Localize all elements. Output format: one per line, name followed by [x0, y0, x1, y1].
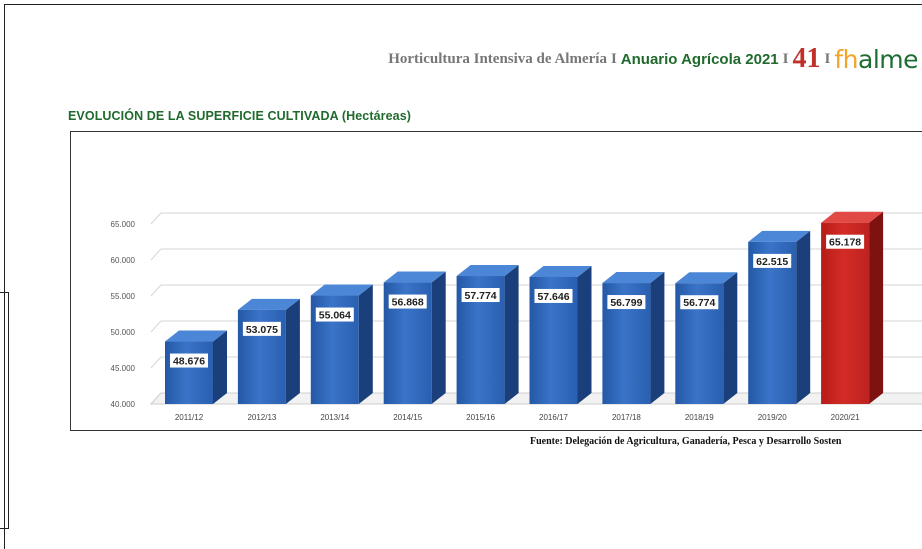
data-label: 56.799 [610, 297, 642, 309]
data-label: 57.646 [537, 291, 569, 303]
bar-top [165, 330, 227, 342]
bar-side [869, 211, 884, 404]
data-label-box [170, 353, 208, 368]
yearbook-title: Anuario Agrícola 2021 [620, 50, 779, 68]
bar: 56.774 [675, 272, 738, 404]
source-note: Fuente: Delegación de Agricultura, Ganad… [530, 436, 842, 447]
x-tick-label: 2017/18 [612, 413, 641, 422]
bar-front [748, 241, 797, 404]
x-tick-label: 2016/17 [539, 413, 568, 422]
data-label-box [242, 321, 281, 336]
bar: 53.075 [237, 298, 300, 404]
bar-side [213, 330, 227, 404]
data-label: 57.774 [465, 290, 497, 302]
y-tick-label: 45.000 [111, 364, 136, 373]
bar-top [529, 265, 592, 277]
bar-side [358, 284, 373, 404]
page-number: 41 [792, 43, 821, 74]
x-tick-label: 2018/19 [685, 413, 714, 422]
data-label-box [680, 295, 719, 310]
bar: 48.676 [165, 330, 227, 404]
page-frame-left [4, 4, 5, 549]
data-label-box [826, 234, 865, 249]
header-separator: I [782, 50, 789, 67]
chart-title: EVOLUCIÓN DE LA SUPERFICIE CULTIVADA (He… [68, 109, 412, 123]
bar-front [821, 222, 870, 404]
x-tick-label: 2011/12 [175, 413, 204, 422]
bar-top [748, 230, 811, 242]
data-label: 48.676 [173, 356, 205, 368]
bar: 56.799 [602, 272, 665, 404]
bar-side [723, 272, 738, 404]
bar: 57.774 [456, 265, 519, 404]
bar-top [310, 284, 373, 296]
page-header: Horticultura Intensiva de Almería I Anua… [388, 44, 918, 74]
data-label-box [388, 294, 427, 309]
x-tick-label: 2012/13 [247, 413, 276, 422]
bar-side [504, 265, 519, 404]
data-label-box [753, 253, 792, 268]
publication-name: Horticultura Intensiva de Almería [388, 50, 607, 67]
margin-box [0, 292, 9, 529]
bar-side [285, 298, 300, 404]
data-label: 56.774 [683, 297, 715, 309]
bar-top [821, 211, 884, 223]
header-separator: I [824, 50, 831, 67]
page-frame-top [4, 4, 922, 5]
gridline-diagonal [150, 284, 162, 297]
chart-container: 40.000 45.000 50.000 55.000 60.000 65.000 48.… [70, 131, 922, 431]
bar-front [165, 341, 213, 404]
bar-top [602, 272, 665, 284]
bar-top [237, 298, 300, 310]
x-tick-label: 2019/20 [758, 413, 787, 422]
x-tick-label: 2020/21 [831, 413, 860, 422]
x-tick-label: 2014/15 [393, 413, 422, 422]
bar-side [577, 265, 592, 404]
data-label-box [461, 288, 500, 303]
bar: 62.515 [748, 230, 811, 404]
data-label: 55.064 [319, 310, 351, 322]
y-tick-label: 60.000 [111, 256, 136, 265]
gridline-diagonal [150, 212, 162, 225]
data-label: 65.178 [829, 237, 861, 249]
bar-chart: 40.000 45.000 50.000 55.000 60.000 65.000 48.… [111, 211, 922, 422]
y-tick-label: 55.000 [111, 292, 136, 301]
data-label: 53.075 [246, 324, 278, 336]
fhalme-logo: fhalme [834, 44, 918, 74]
data-label-box [315, 307, 354, 322]
bar: 65.178 [821, 211, 884, 404]
bar-side [431, 271, 446, 404]
data-label-box [534, 288, 573, 303]
header-separator: I [610, 50, 617, 67]
y-tick-label: 65.000 [111, 220, 136, 229]
gridline-diagonal [150, 320, 162, 333]
data-label: 62.515 [756, 256, 788, 268]
bar-side [650, 272, 665, 404]
bar-top [456, 265, 519, 277]
bar: 55.064 [310, 284, 373, 404]
bar-side [796, 230, 811, 404]
data-label-box [607, 295, 646, 310]
y-tick-label: 50.000 [111, 328, 136, 337]
bar: 56.868 [383, 271, 446, 404]
bar: 57.646 [529, 265, 592, 404]
bar-top [675, 272, 738, 284]
bar-top [383, 271, 446, 283]
gridline-diagonal [150, 248, 162, 261]
y-tick-label: 40.000 [111, 400, 136, 409]
x-tick-label: 2013/14 [320, 413, 349, 422]
x-tick-label: 2015/16 [466, 413, 495, 422]
gridline-diagonal [150, 356, 162, 369]
data-label: 56.868 [392, 297, 424, 309]
